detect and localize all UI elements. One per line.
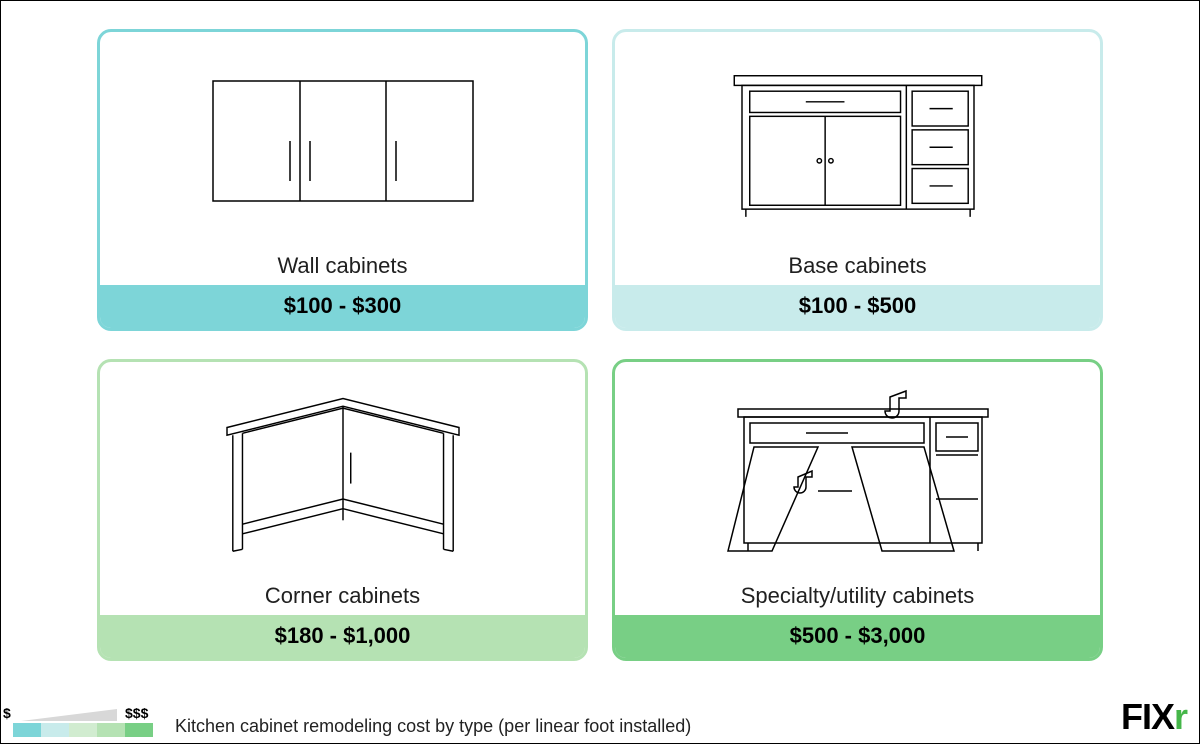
card-corner-cabinets: Corner cabinets $180 - $1,000 [97, 359, 588, 661]
card-price: $100 - $300 [100, 285, 585, 328]
corner-cabinet-icon [100, 362, 585, 579]
card-base-cabinets: Base cabinets $100 - $500 [612, 29, 1103, 331]
card-price: $180 - $1,000 [100, 615, 585, 658]
wall-cabinet-icon [100, 32, 585, 249]
cabinet-grid: Wall cabinets $100 - $300 [1, 1, 1199, 661]
card-wall-cabinets: Wall cabinets $100 - $300 [97, 29, 588, 331]
card-label: Base cabinets [615, 249, 1100, 285]
card-price: $500 - $3,000 [615, 615, 1100, 658]
legend-low-label: $ [3, 705, 11, 721]
logo-accent: r [1174, 696, 1187, 737]
legend-scale [13, 723, 153, 737]
logo-text: FIX [1121, 696, 1174, 737]
price-legend: $ $$$ [7, 723, 163, 737]
fixr-logo: FIXr [1121, 699, 1187, 737]
specialty-cabinet-icon [615, 362, 1100, 579]
footer: $ $$$ Kitchen cabinet remodeling cost by… [1, 691, 1199, 743]
legend-high-label: $$$ [125, 705, 148, 721]
card-specialty-cabinets: Specialty/utility cabinets $500 - $3,000 [612, 359, 1103, 661]
card-label: Wall cabinets [100, 249, 585, 285]
caption: Kitchen cabinet remodeling cost by type … [175, 716, 691, 737]
card-label: Corner cabinets [100, 579, 585, 615]
card-label: Specialty/utility cabinets [615, 579, 1100, 615]
card-price: $100 - $500 [615, 285, 1100, 328]
base-cabinet-icon [615, 32, 1100, 249]
legend-wedge-icon [21, 709, 117, 721]
